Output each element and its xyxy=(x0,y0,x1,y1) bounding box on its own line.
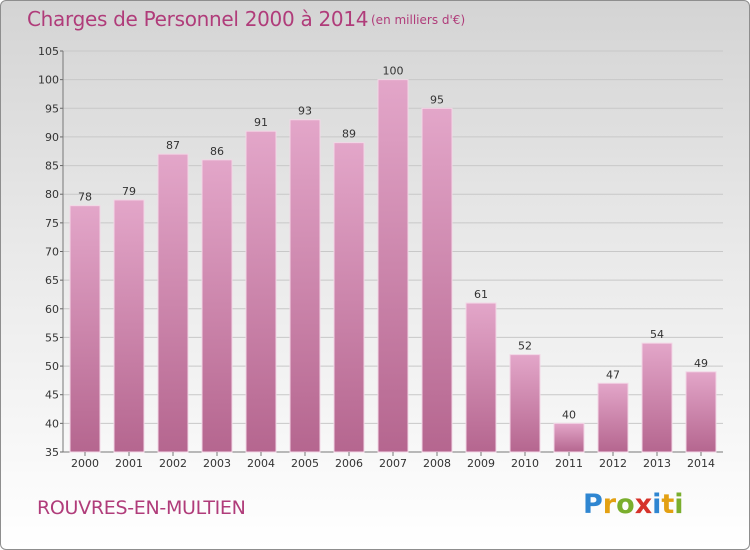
x-tick-label: 2004 xyxy=(247,457,275,470)
bar xyxy=(245,130,277,453)
x-tick-label: 2007 xyxy=(379,457,407,470)
bar xyxy=(509,354,541,453)
y-tick-label: 90 xyxy=(45,131,59,144)
x-tick-label: 2011 xyxy=(555,457,583,470)
data-label: 100 xyxy=(383,65,404,78)
x-tick-label: 2009 xyxy=(467,457,495,470)
x-tick-labels: 2000 2001 2002 2003 2004 2005 2006 2007 2008 2009… xyxy=(71,452,715,470)
chart-title: Charges de Personnel 2000 à 2014 xyxy=(27,7,369,31)
data-label: 78 xyxy=(78,191,92,204)
data-label: 47 xyxy=(606,368,620,381)
data-label: 87 xyxy=(166,139,180,152)
data-label: 61 xyxy=(474,288,488,301)
bar xyxy=(201,159,233,453)
data-label: 54 xyxy=(650,328,664,341)
x-tick-label: 2002 xyxy=(159,457,187,470)
y-tick-label: 80 xyxy=(45,188,59,201)
bar xyxy=(157,153,189,453)
bar xyxy=(289,119,321,453)
x-tick-label: 2012 xyxy=(599,457,627,470)
bar xyxy=(641,342,673,453)
x-tick-label: 2005 xyxy=(291,457,319,470)
bar xyxy=(69,205,101,453)
y-tick-label: 100 xyxy=(38,74,59,87)
y-tick-label: 95 xyxy=(45,102,59,115)
x-tick-label: 2000 xyxy=(71,457,99,470)
bar xyxy=(421,107,453,453)
y-tick-label: 75 xyxy=(45,217,59,230)
data-label: 93 xyxy=(298,105,312,118)
x-tick-label: 2014 xyxy=(687,457,715,470)
y-tick-label: 40 xyxy=(45,417,59,430)
y-tick-label: 65 xyxy=(45,274,59,287)
y-tick-labels: 35 40 45 50 55 60 65 70 75 80 85 90 95 100 105 xyxy=(38,45,59,459)
y-tick-label: 70 xyxy=(45,246,59,259)
data-label: 52 xyxy=(518,340,532,353)
bar xyxy=(465,302,497,453)
chart-subtitle: (en milliers d'€) xyxy=(371,13,466,27)
bar xyxy=(685,371,717,453)
bar xyxy=(377,79,409,453)
y-tick-label: 55 xyxy=(45,331,59,344)
data-label: 89 xyxy=(342,128,356,141)
y-tick-label: 50 xyxy=(45,360,59,373)
bar xyxy=(597,382,629,453)
y-tick-label: 85 xyxy=(45,160,59,173)
data-label: 40 xyxy=(562,408,576,421)
y-tick-label: 35 xyxy=(45,446,59,459)
y-tick-label: 60 xyxy=(45,303,59,316)
bar xyxy=(553,422,585,453)
data-labels: 78 79 87 86 91 93 89 100 95 61 52 40 47 54 49 xyxy=(78,65,708,422)
town-name: ROUVRES-EN-MULTIEN xyxy=(37,497,246,519)
bar xyxy=(333,142,365,453)
proxiti-logo[interactable]: Proxiti xyxy=(583,489,684,520)
bar xyxy=(113,199,145,453)
x-tick-label: 2010 xyxy=(511,457,539,470)
y-tick-label: 105 xyxy=(38,45,59,58)
x-tick-label: 2008 xyxy=(423,457,451,470)
x-tick-label: 2006 xyxy=(335,457,363,470)
data-label: 91 xyxy=(254,116,268,129)
data-label: 95 xyxy=(430,93,444,106)
data-label: 79 xyxy=(122,185,136,198)
data-label: 86 xyxy=(210,145,224,158)
data-label: 49 xyxy=(694,357,708,370)
x-tick-label: 2001 xyxy=(115,457,143,470)
bars xyxy=(69,79,717,453)
y-tick-label: 45 xyxy=(45,389,59,402)
x-tick-label: 2003 xyxy=(203,457,231,470)
x-tick-label: 2013 xyxy=(643,457,671,470)
